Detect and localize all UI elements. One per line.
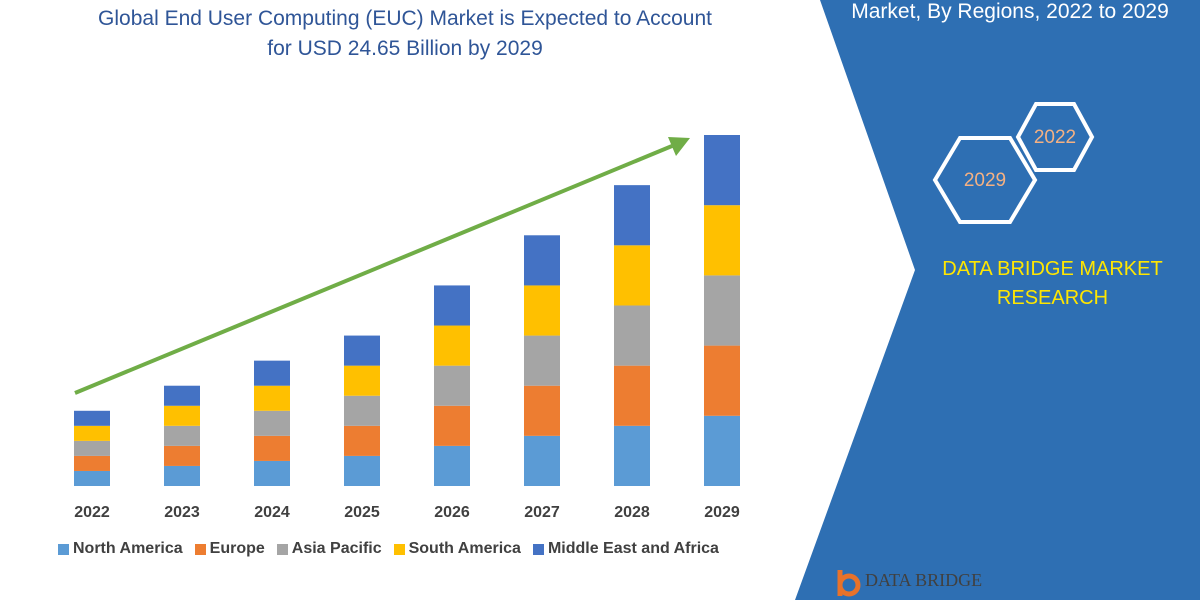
x-tick-label: 2027 <box>524 504 560 521</box>
legend-item: North America <box>58 540 183 558</box>
bar-segment <box>74 440 110 456</box>
bar-segment <box>344 365 380 396</box>
bar-segment <box>614 425 650 486</box>
bar-segment <box>614 365 650 426</box>
logo-icon <box>837 570 861 597</box>
bar-segment <box>254 460 290 486</box>
legend-swatch <box>276 543 288 555</box>
hexagon <box>1015 102 1095 172</box>
bar-segment <box>164 385 200 406</box>
legend-item: Europe <box>194 540 265 558</box>
hexagon-label: 2022 <box>1034 127 1076 148</box>
bar-segment <box>434 405 470 446</box>
x-tick-label: 2028 <box>614 504 650 521</box>
bar-segment <box>524 335 560 386</box>
bar-segment <box>164 425 200 446</box>
bar-segment <box>704 135 740 206</box>
legend-label: North America <box>73 540 183 557</box>
logo-text: DATA BRIDGE <box>865 570 982 590</box>
bar-segment <box>74 425 110 441</box>
legend-label: Middle East and Africa <box>547 540 719 557</box>
bar-segment <box>344 425 380 456</box>
bar-segment <box>614 185 650 246</box>
legend-swatch <box>194 543 206 555</box>
bar-segment <box>254 435 290 461</box>
bar-segment <box>434 325 470 366</box>
chart-title: Global End User Computing (EUC) Market i… <box>98 7 712 60</box>
bar-segment <box>164 445 200 466</box>
hexagon <box>932 136 1038 224</box>
bar-segment <box>164 465 200 486</box>
legend-label: South America <box>408 540 521 557</box>
bar-segment <box>614 305 650 366</box>
legend-item: Asia Pacific <box>276 540 382 558</box>
legend-item: South America <box>393 540 521 558</box>
bar-segment <box>524 435 560 486</box>
arrow-head <box>668 137 690 156</box>
bar-segment <box>704 415 740 486</box>
bar-segment <box>344 335 380 366</box>
trend-arrow <box>74 144 673 395</box>
brand: DATA BRIDGE MARKET RESEARCH <box>942 258 1163 309</box>
bar-segment <box>434 445 470 486</box>
bar-segment <box>74 455 110 471</box>
bar-segment <box>704 345 740 416</box>
bar-segment <box>344 455 380 486</box>
bar-segment <box>524 235 560 286</box>
legend-label: Europe <box>209 540 265 557</box>
bar-segment <box>524 285 560 336</box>
legend-label: Asia Pacific <box>291 540 382 557</box>
x-tick-label: 2023 <box>164 504 200 521</box>
bar-segment <box>74 410 110 426</box>
bar-segment <box>254 385 290 411</box>
legend-swatch <box>393 543 405 555</box>
x-tick-label: 2024 <box>254 504 290 521</box>
bar-segment <box>164 405 200 426</box>
bar-segment <box>254 410 290 436</box>
bar-segment <box>344 395 380 426</box>
bar-segment <box>614 245 650 306</box>
bar-segment <box>254 360 290 386</box>
legend: North America Europe Asia Pacific South Ame… <box>58 540 719 558</box>
bar-segment <box>434 285 470 326</box>
bar-segment <box>74 470 110 486</box>
panel-heading: Market, By Regions, 2022 to 2029 <box>851 0 1169 23</box>
x-tick-label: 2022 <box>74 504 110 521</box>
bar-segment <box>524 385 560 436</box>
x-tick-label: 2025 <box>344 504 380 521</box>
x-tick-label: 2026 <box>434 504 470 521</box>
hexagon-label: 2029 <box>964 170 1006 191</box>
bar-segment <box>704 275 740 346</box>
legend-swatch <box>532 543 544 555</box>
legend-swatch <box>58 543 69 555</box>
side-panel <box>795 0 1200 600</box>
x-tick-label: 2029 <box>704 504 740 521</box>
bar-segment <box>434 365 470 406</box>
bar-segment <box>704 205 740 276</box>
legend-item: Middle East and Africa <box>532 540 719 558</box>
